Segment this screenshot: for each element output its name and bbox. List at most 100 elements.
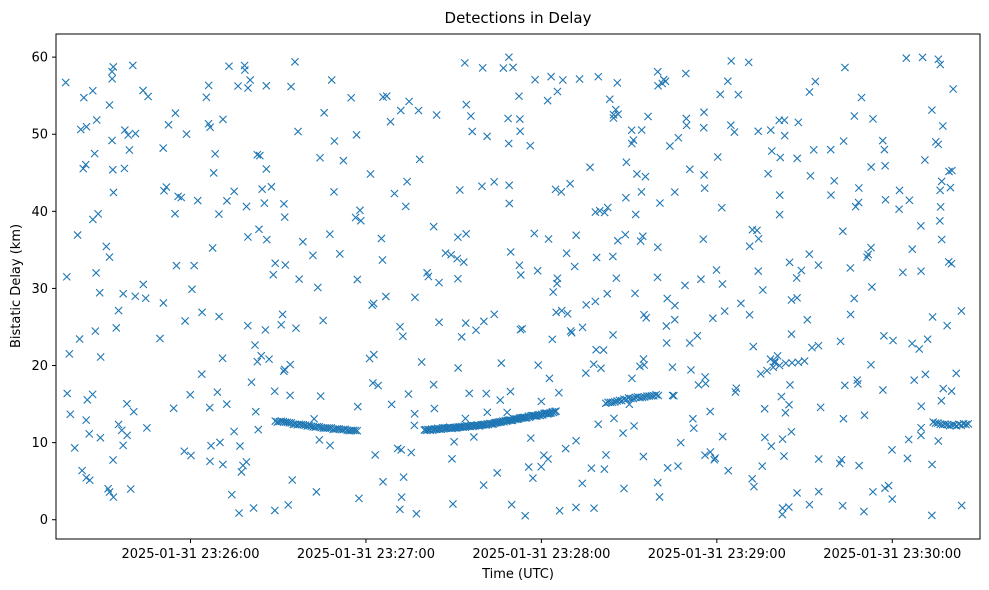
detection-point	[262, 164, 271, 173]
detection-point	[587, 464, 596, 473]
detection-point	[934, 140, 943, 149]
track-detection-point	[629, 394, 638, 403]
detection-point	[214, 210, 223, 219]
track-detection-point	[654, 391, 663, 400]
detection-point	[591, 297, 600, 306]
detection-point	[600, 465, 609, 474]
detection-point	[253, 150, 262, 159]
track-detection-point	[353, 426, 362, 435]
detection-point	[142, 423, 151, 432]
detection-point	[114, 420, 123, 429]
detection-point	[160, 186, 168, 195]
detection-point	[447, 250, 456, 259]
detection-point	[602, 450, 610, 459]
y-tick-label: 0	[40, 513, 48, 528]
detection-point	[171, 109, 180, 118]
detection-point	[365, 354, 374, 363]
detection-point	[320, 108, 329, 117]
detection-point	[262, 81, 271, 90]
track-detection-point	[610, 397, 619, 406]
detection-point	[482, 389, 491, 398]
detection-point	[131, 129, 140, 138]
detection-point	[563, 309, 572, 318]
detection-point	[114, 306, 123, 315]
detection-point	[126, 485, 135, 494]
detection-point	[589, 360, 598, 369]
detection-point	[269, 270, 278, 279]
detection-point	[423, 268, 432, 277]
detection-point	[706, 448, 715, 456]
detection-point	[775, 210, 784, 219]
detection-point	[566, 326, 575, 335]
detection-point	[627, 139, 636, 148]
detection-point	[803, 315, 812, 324]
detection-point	[552, 308, 561, 317]
detection-point	[236, 442, 244, 451]
detection-point	[586, 163, 595, 172]
detection-point	[611, 105, 620, 114]
detection-point	[119, 441, 128, 450]
detection-point	[778, 510, 787, 519]
detection-point	[839, 137, 848, 146]
detection-point	[548, 335, 557, 344]
detection-point	[868, 114, 877, 123]
detection-point	[493, 468, 502, 477]
detection-point	[653, 478, 662, 487]
detection-point	[316, 392, 325, 401]
detection-point	[717, 203, 726, 212]
detection-point	[247, 378, 256, 387]
detection-point	[826, 191, 835, 200]
detection-point	[505, 181, 514, 190]
detection-point	[506, 387, 515, 396]
detection-point	[934, 55, 943, 64]
detection-point	[621, 193, 630, 202]
detection-point	[578, 323, 587, 332]
detection-point	[330, 137, 339, 146]
detection-point	[805, 500, 814, 509]
detection-point	[838, 227, 847, 236]
detection-point	[701, 373, 710, 381]
detection-point	[949, 84, 958, 93]
detection-point	[745, 242, 754, 251]
detection-point	[88, 390, 97, 399]
detection-point	[754, 267, 763, 276]
y-tick-label: 20	[31, 359, 48, 374]
detection-point	[779, 452, 788, 461]
detection-point	[432, 111, 441, 119]
detection-point	[701, 379, 710, 388]
detection-point	[230, 187, 239, 196]
detection-point	[608, 252, 617, 261]
detection-point	[462, 100, 471, 109]
detection-point	[257, 351, 266, 360]
detection-point	[685, 165, 694, 174]
detection-point	[952, 369, 961, 378]
detection-point	[353, 275, 362, 284]
detection-point	[839, 414, 848, 423]
detection-point	[225, 62, 233, 71]
detection-point	[836, 337, 845, 346]
detection-point	[758, 462, 767, 471]
detection-point	[213, 388, 222, 397]
detection-point	[205, 403, 214, 412]
detection-point	[781, 408, 790, 417]
detection-point	[786, 380, 794, 389]
detection-point	[460, 58, 469, 67]
detection-point	[128, 61, 137, 70]
detection-point	[551, 185, 560, 194]
detection-point	[251, 407, 260, 416]
detection-point	[164, 120, 173, 129]
detection-point	[108, 67, 117, 76]
detection-point	[826, 145, 835, 154]
detection-point	[211, 149, 220, 158]
detection-point	[936, 60, 945, 69]
detection-point	[776, 153, 785, 162]
detection-point	[112, 323, 121, 332]
detection-point	[90, 149, 99, 158]
detection-point	[531, 75, 540, 84]
detection-point	[555, 506, 564, 515]
detection-point	[767, 147, 776, 156]
detection-point	[504, 53, 513, 62]
detection-point	[888, 495, 897, 504]
detection-point	[94, 209, 103, 218]
detection-point	[846, 263, 855, 272]
